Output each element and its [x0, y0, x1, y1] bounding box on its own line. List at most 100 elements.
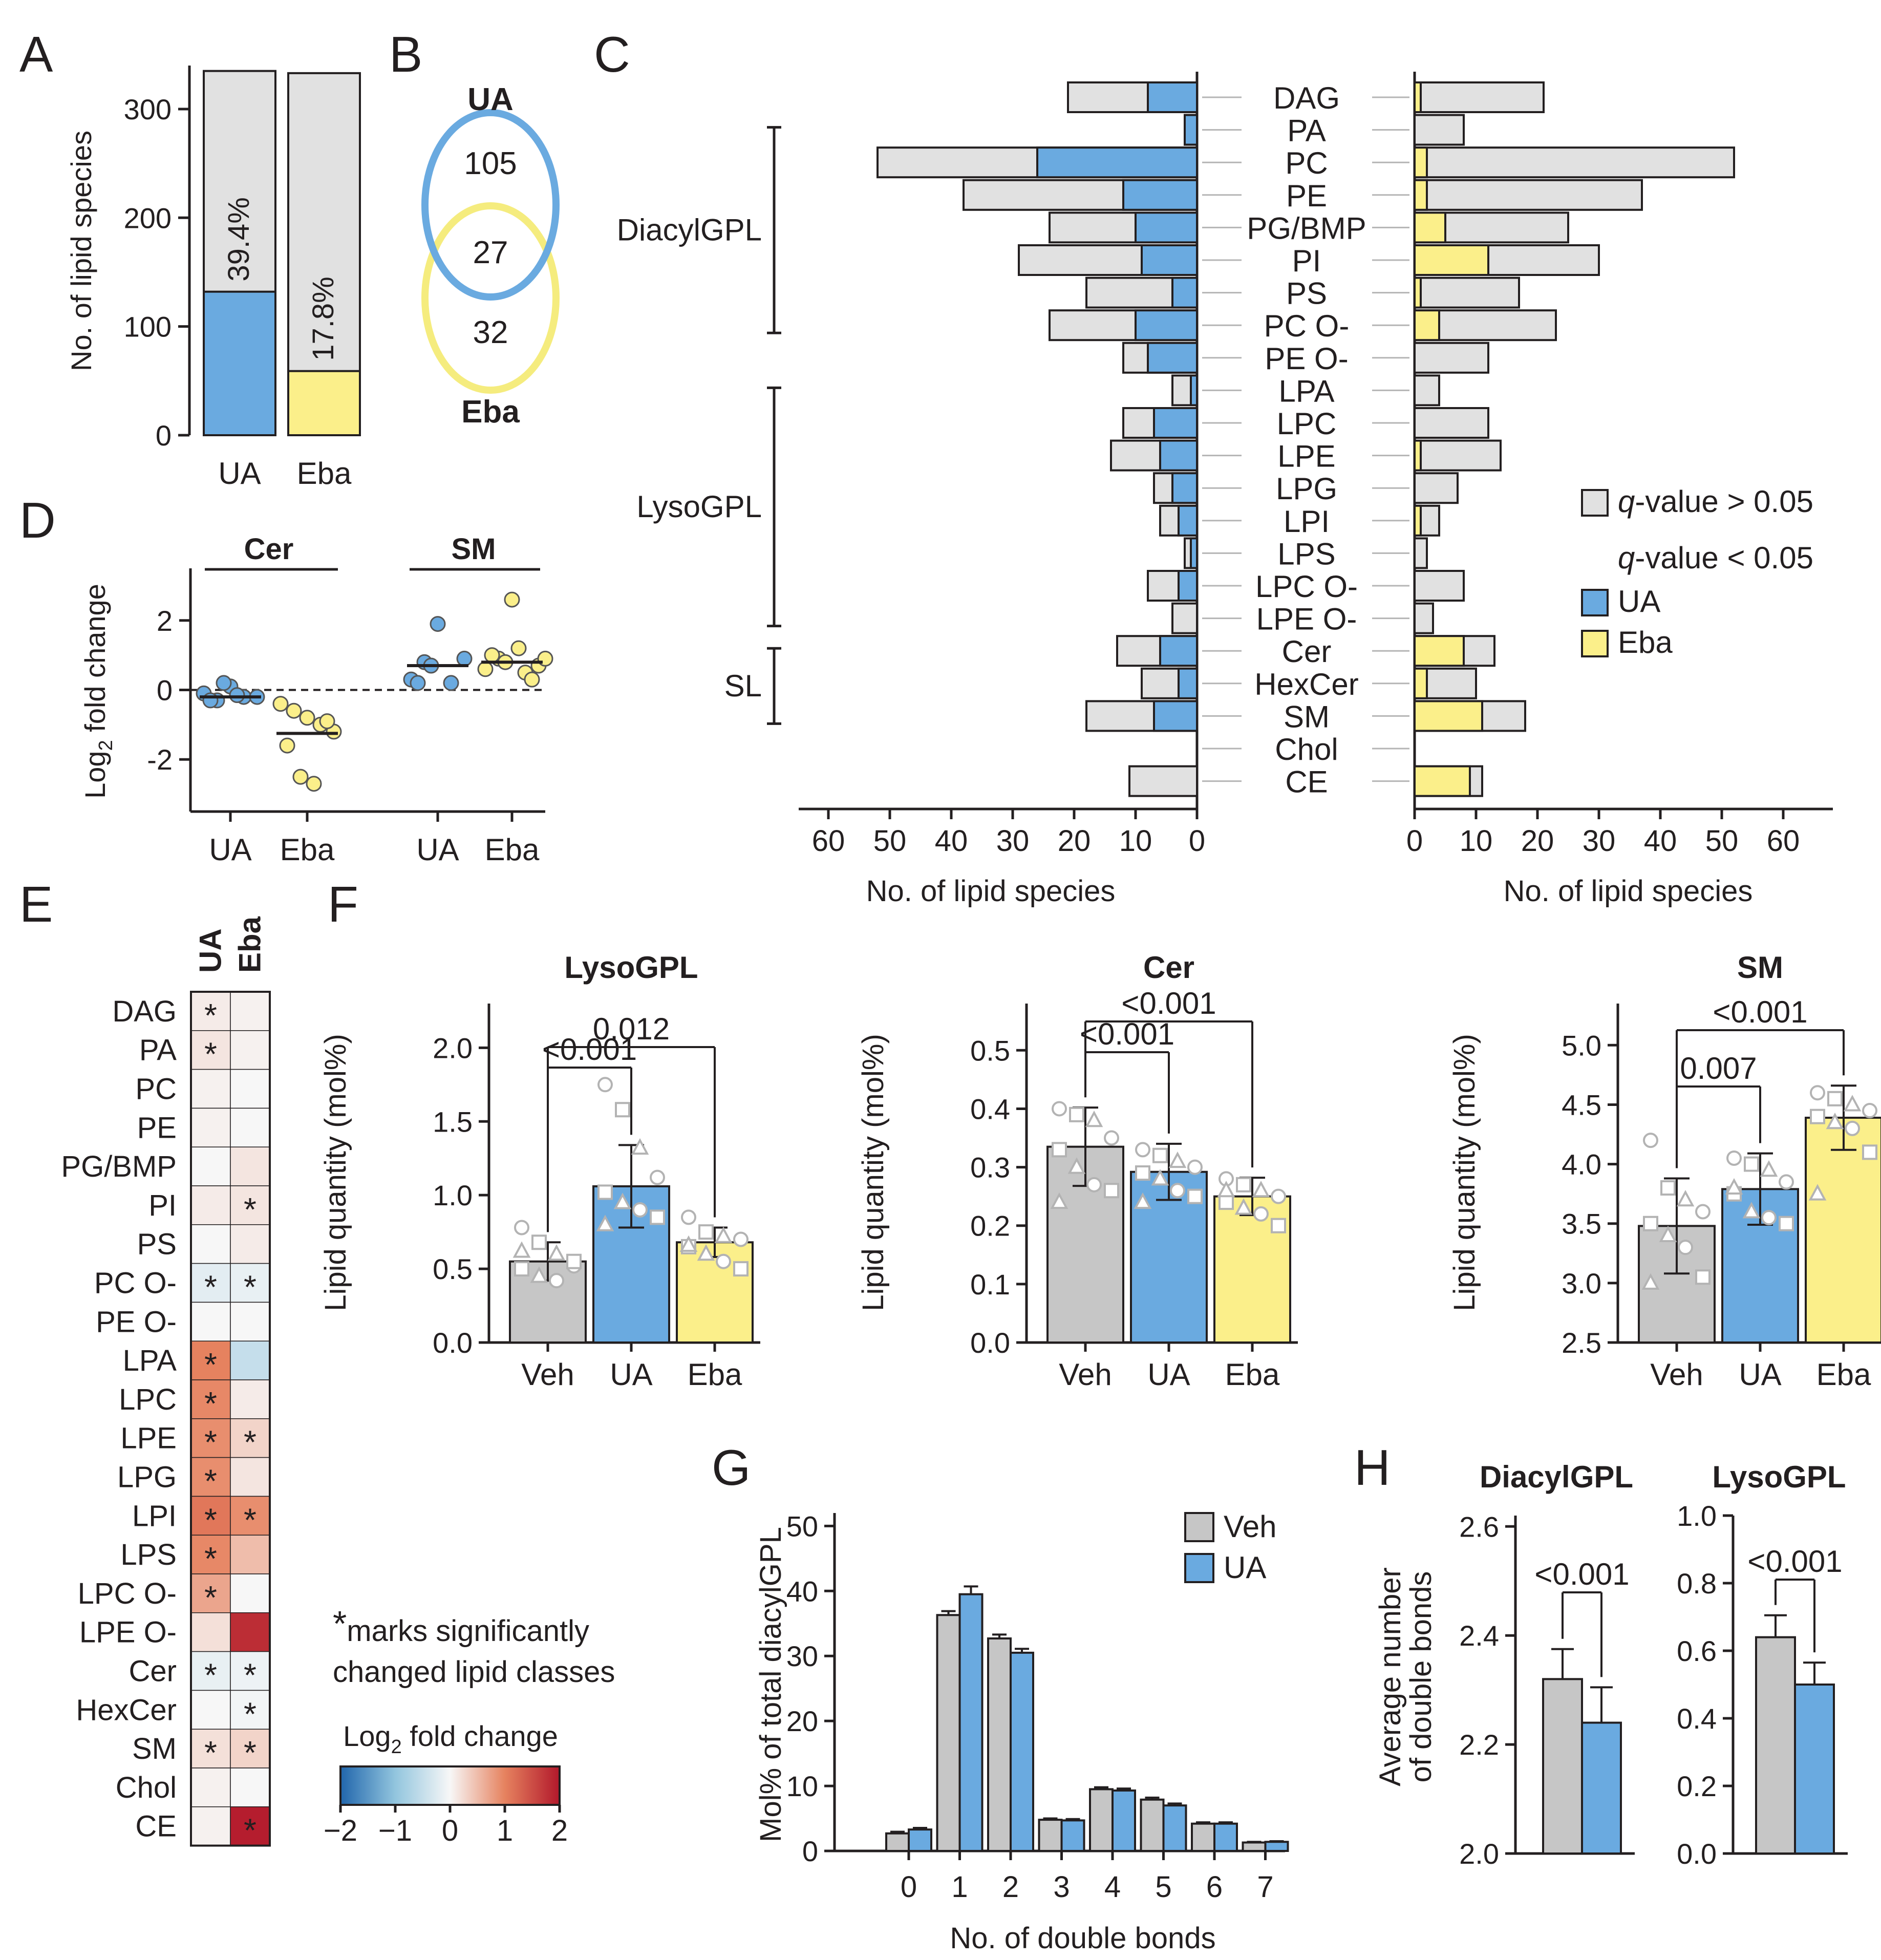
replicate-point: [650, 1169, 665, 1185]
y-tick-label: 200: [124, 202, 172, 234]
data-point: [216, 675, 232, 691]
heatmap-cell: [230, 1418, 270, 1458]
x-tick-label: Eba: [297, 456, 352, 491]
replicate-point: [650, 1209, 665, 1225]
heatmap-cell: [230, 1379, 270, 1419]
panel-label-a: A: [19, 26, 53, 82]
category-label: Cer: [1282, 634, 1332, 669]
y-axis-title: No. of lipid species: [65, 131, 97, 371]
ua-bar-significant: [1036, 146, 1198, 179]
significance-star: *: [244, 1501, 256, 1538]
bar-ua: [958, 1593, 984, 1852]
y-axis-title: Log2 fold change: [79, 584, 117, 799]
p-value-label: <0.001: [1534, 1557, 1629, 1591]
group-header-sm: SM: [452, 532, 496, 566]
y-tick-label: 30: [786, 1640, 818, 1672]
panel-f-charts: LysoGPL 0.0 0.5 1.0 1.5 2.0 Lipid quantity (mo…: [319, 950, 1881, 1392]
replicate-point: [1659, 1225, 1677, 1242]
data-point: [286, 702, 302, 719]
row-label: DAG: [112, 995, 177, 1028]
colorbar-tick-label: −1: [378, 1814, 412, 1847]
significance-star: *: [244, 1269, 256, 1306]
bar-ua: [1264, 1841, 1289, 1852]
ua-bar-significant: [1141, 244, 1198, 276]
data-point: [202, 692, 219, 709]
y-tick-label: 2.5: [1562, 1327, 1601, 1359]
x-tick-label: UA: [1147, 1357, 1190, 1392]
heatmap-cell: [190, 1806, 231, 1846]
y-axis-title: Lipid quantity (mol%): [857, 1034, 890, 1311]
x-tick-label: UA: [218, 456, 261, 491]
category-label: LPE O-: [1256, 602, 1357, 636]
heatmap-cell: [190, 991, 231, 1031]
ua-bar-significant: [1153, 407, 1198, 439]
replicate-point: [1643, 1216, 1658, 1231]
venn-ua-circle: [421, 109, 560, 301]
eba-bar-total: [1414, 570, 1465, 602]
p-value-label: <0.001: [1080, 1017, 1174, 1051]
significance-star: *: [204, 1734, 217, 1771]
ua-bar-significant: [1178, 570, 1198, 602]
data-point: [510, 640, 527, 656]
replicate-point: [1760, 1160, 1778, 1177]
bar-ua: [1010, 1651, 1034, 1852]
eba-bar-significant: [1414, 81, 1422, 113]
ua-bar-total: [1128, 765, 1198, 797]
x-tick-label: Eba: [688, 1357, 742, 1392]
x-tick-label: Veh: [521, 1357, 574, 1392]
right-x-axis-title: No. of lipid species: [1504, 875, 1753, 908]
y-tick-label: 1.0: [1677, 1500, 1717, 1532]
y-tick-label: 1.5: [433, 1105, 473, 1138]
replicate-point: [1779, 1216, 1794, 1231]
replicate-point: [1826, 1113, 1844, 1130]
panel-a-chart: 0 100 200 300 No. of lipid species 39.4% UA 17.…: [65, 66, 361, 491]
x-tick-label: Eba: [485, 833, 540, 867]
eba-bar-significant: [1414, 309, 1440, 342]
row-label: LPS: [120, 1538, 177, 1571]
y-tick-label: 300: [124, 93, 172, 125]
data-point: [292, 769, 309, 785]
significance-note-line2: changed lipid classes: [333, 1655, 615, 1689]
x-axis-title: No. of double bonds: [950, 1922, 1215, 1955]
replicate-point: [1152, 1147, 1168, 1163]
heatmap-cell: [190, 1496, 231, 1536]
panel-h-charts: DiacylGPL 2.0 2.2 2.4 2.6 <0.001 LysoGPL 0.0 0.2…: [1374, 1460, 1848, 1870]
panel-label-h: H: [1354, 1439, 1391, 1496]
p-value-label: 0.012: [593, 1012, 670, 1046]
p-value-label: <0.001: [1713, 995, 1807, 1029]
eba-bar-significant: [1414, 439, 1422, 472]
y-tick-label: 0.1: [970, 1268, 1010, 1301]
bar-ua: [1060, 1819, 1085, 1852]
y-axis-title: Lipid quantity (mol%): [319, 1034, 352, 1311]
category-label: LPS: [1277, 537, 1335, 571]
category-label: LPC: [1277, 407, 1337, 441]
significance-star: *: [244, 1657, 256, 1694]
heatmap-border: [190, 991, 271, 1847]
heatmap-cell: [230, 1612, 270, 1652]
venn-only-ua: 105: [464, 146, 517, 181]
heatmap-cell: [230, 1651, 270, 1691]
category-label: LPC O-: [1255, 569, 1358, 604]
row-label: SM: [132, 1732, 177, 1765]
eba-bar-significant: [1414, 700, 1483, 732]
category-label: LPA: [1279, 374, 1335, 408]
y-tick-label: 0.3: [970, 1152, 1010, 1184]
ua-bar-significant: [1147, 81, 1198, 113]
eba-bar-total: [1414, 276, 1520, 309]
y-tick-label: 2.4: [1459, 1620, 1499, 1652]
replicate-point: [1695, 1204, 1711, 1220]
replicate-point: [1695, 1269, 1711, 1285]
x-tick-label: UA: [1739, 1357, 1781, 1392]
bar-veh: [1089, 1788, 1114, 1852]
legend-eba-label: Eba: [1618, 625, 1673, 659]
eba-bar-total: [1414, 81, 1545, 113]
y-tick-label: 0: [802, 1835, 818, 1867]
data-point: [537, 650, 553, 667]
percent-label: 17.8%: [307, 276, 340, 360]
significance-star: *: [204, 1269, 217, 1306]
heatmap-cell: [230, 1535, 270, 1574]
y-tick-label: 3.5: [1562, 1208, 1601, 1240]
row-label: PA: [139, 1034, 177, 1067]
left-x-tick-label: 30: [996, 824, 1030, 858]
significance-star: *: [244, 1424, 256, 1461]
